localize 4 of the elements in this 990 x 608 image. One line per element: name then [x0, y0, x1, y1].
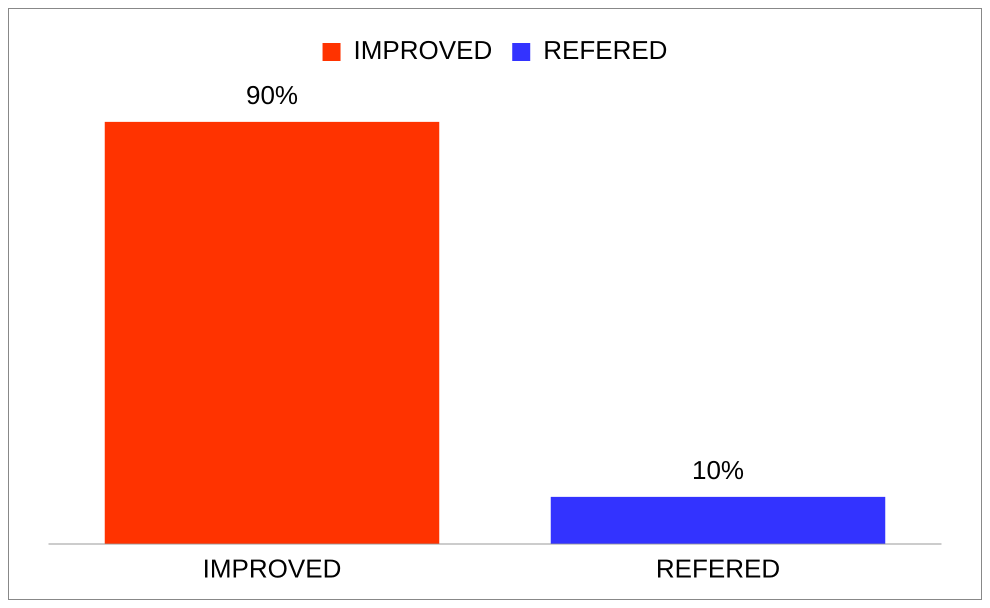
- data-label: 90%: [246, 80, 298, 110]
- legend-label: IMPROVED: [354, 35, 492, 66]
- legend-label: REFERED: [543, 35, 668, 66]
- data-label: 10%: [692, 455, 744, 486]
